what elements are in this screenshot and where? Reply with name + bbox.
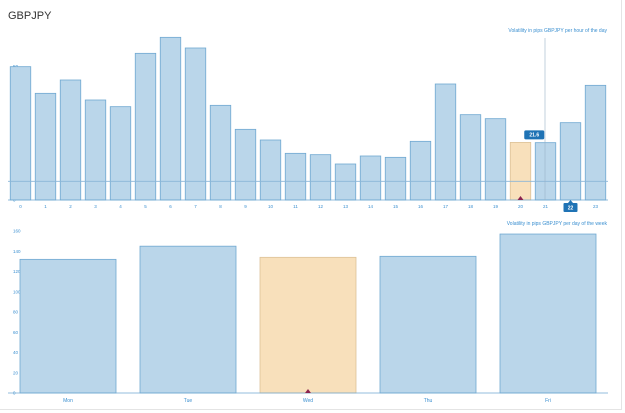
hourly-x-tick: 1	[44, 204, 47, 209]
hourly-x-tick: 16	[418, 204, 424, 209]
current-hour-marker-arrow	[568, 200, 573, 203]
hourly-x-tick: 20	[518, 204, 524, 209]
hourly-x-tick: 10	[268, 204, 274, 209]
hourly-x-tick: 13	[343, 204, 349, 209]
hourly-x-tick: 23	[593, 204, 599, 209]
highlight-arrow-icon	[305, 389, 311, 393]
weekday-y-tick: 20	[13, 370, 19, 375]
hourly-chart-title: Volatility in pips GBPJPY per hour of th…	[508, 28, 607, 34]
hourly-x-tick: 8	[219, 204, 222, 209]
hourly-x-tick: 11	[293, 204, 298, 209]
page-title: GBPJPY	[8, 10, 52, 22]
value-label-box	[524, 130, 545, 140]
weekday-y-tick: 100	[13, 289, 21, 294]
weekday-x-tick: Wed	[303, 398, 313, 404]
highlight-arrow-icon	[517, 196, 524, 200]
hourly-x-tick: 22	[568, 206, 574, 212]
hourly-x-tick: 4	[119, 204, 122, 209]
hourly-x-tick: 9	[244, 204, 247, 209]
weekday-bar	[499, 233, 597, 394]
hourly-x-tick: 19	[493, 204, 499, 209]
weekday-bar	[259, 256, 357, 394]
hourly-x-tick: 14	[368, 204, 374, 209]
hourly-x-tick: 18	[468, 204, 474, 209]
weekday-x-tick: Tue	[184, 398, 193, 404]
hourly-value-label: 21.6	[529, 133, 539, 139]
weekday-y-tick: 120	[13, 269, 21, 274]
weekday-x-tick: Fri	[545, 398, 551, 404]
hourly-x-tick: 17	[443, 204, 449, 209]
weekday-bar	[379, 255, 477, 394]
weekday-y-tick: 40	[13, 350, 19, 355]
weekday-y-tick: 160	[13, 229, 21, 234]
weekday-y-tick: 80	[13, 310, 19, 315]
hourly-x-tick: 21	[543, 204, 549, 209]
hourly-x-tick: 15	[393, 204, 399, 209]
current-hour-marker	[563, 203, 578, 212]
hourly-x-tick: 2	[69, 204, 72, 209]
weekday-bar	[19, 258, 117, 394]
hourly-x-tick: 3	[94, 204, 97, 209]
weekday-x-tick: Mon	[63, 398, 73, 404]
weekday-chart-title: Volatility in pips GBPJPY per day of the…	[506, 221, 607, 227]
hourly-x-tick: 6	[169, 204, 172, 209]
hourly-x-tick: 7	[194, 204, 197, 209]
hourly-x-tick: 12	[318, 204, 324, 209]
weekday-y-tick: 60	[13, 330, 19, 335]
hourly-x-tick: 0	[19, 204, 22, 209]
hourly-x-tick: 5	[144, 204, 147, 209]
weekday-y-tick: 140	[13, 249, 21, 254]
weekday-x-tick: Thu	[424, 398, 433, 404]
weekday-bar	[139, 245, 237, 394]
